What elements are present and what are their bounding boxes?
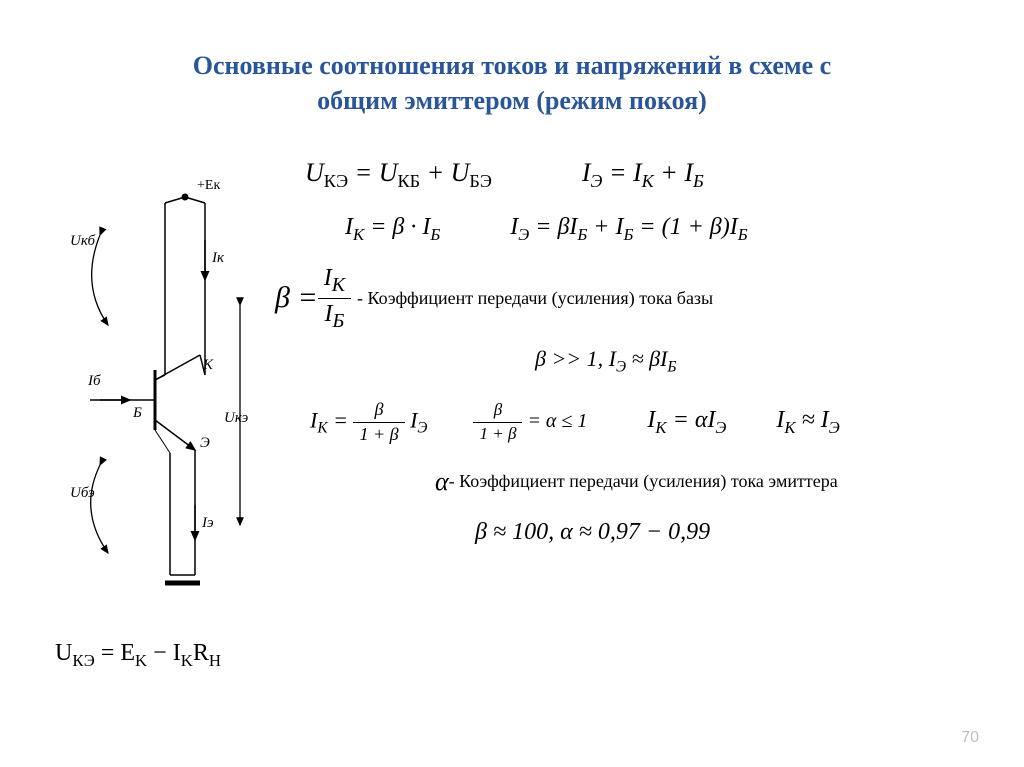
beta-fraction: IK IБ: [318, 265, 351, 332]
eq-uke-kirchhoff: UКЭ = EK − IKRН: [55, 640, 221, 671]
title-line1: Основные соотношения токов и напряжений …: [193, 51, 831, 80]
eq-ie-sum: IЭ = IK + IБ: [582, 158, 704, 192]
ukb-label: Uкб: [70, 233, 95, 250]
eq-ik-beta-ib: IK = β · IБ: [345, 214, 440, 245]
ek-label: +Eк: [197, 178, 220, 194]
transistor-svg: [70, 175, 250, 605]
e-label: Э: [200, 435, 210, 452]
ib-label: Iб: [88, 373, 101, 390]
alpha-description: - Коэффициент передачи (усиления) тока э…: [449, 471, 838, 492]
ie-label: Iэ: [202, 515, 214, 532]
slide-title: Основные соотношения токов и напряжений …: [0, 0, 1024, 118]
b-label: Б: [133, 405, 142, 422]
ik-label: Iк: [212, 250, 224, 267]
eq-ie-expand: IЭ = βIБ + IБ = (1 + β)IБ: [510, 214, 747, 245]
beta-description: - Коэффициент передачи (усиления) тока б…: [357, 288, 713, 309]
page-number: 70: [961, 729, 979, 747]
beta-symbol: β =: [275, 281, 318, 315]
title-line2: общим эмиттером (режим покоя): [317, 86, 707, 115]
eq-beta-large: β >> 1, IЭ ≈ βIБ: [535, 346, 677, 376]
equations-block: UКЭ = UКБ + UБЭ IЭ = IK + IБ IK = β · IБ…: [265, 158, 985, 558]
eq-ik-alpha: IK = αIЭ: [647, 407, 726, 438]
ube-label: Uбэ: [70, 485, 95, 502]
eq-uke: UКЭ = UКБ + UБЭ: [305, 158, 492, 192]
eq-alpha-def: β 1 + β = α ≤ 1: [473, 401, 587, 443]
k-label: К: [203, 357, 213, 374]
circuit-diagram: +Eк Uкб Iк Iб К Б Э Uкэ Uбэ Iэ: [70, 175, 250, 605]
eq-ik-frac: IK = β 1 + β IЭ: [310, 400, 427, 445]
uke-label: Uкэ: [224, 410, 248, 427]
eq-numeric-values: β ≈ 100, α ≈ 0,97 − 0,99: [475, 519, 710, 546]
eq-ik-approx-ie: IK ≈ IЭ: [776, 407, 839, 438]
alpha-symbol: α: [435, 467, 449, 497]
